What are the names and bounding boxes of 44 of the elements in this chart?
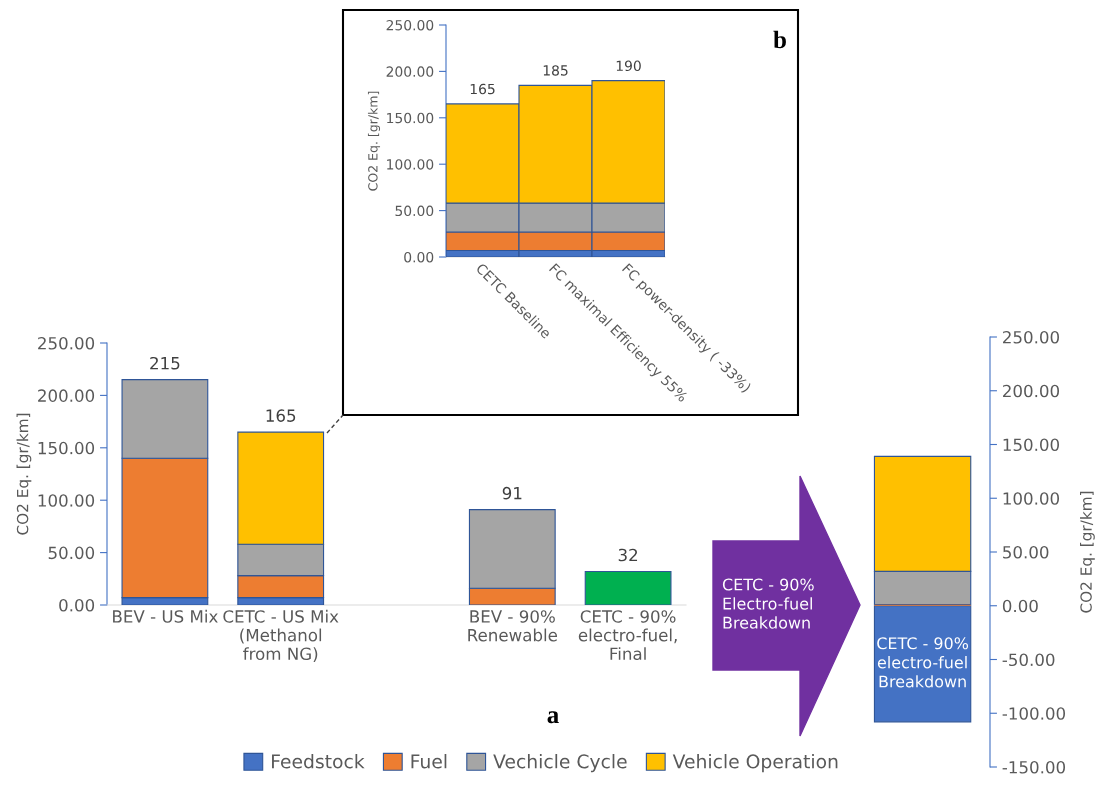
y-tick-label: 250.00 bbox=[386, 19, 434, 31]
total-label: 215 bbox=[150, 356, 180, 370]
y-tick-label: 250.00 bbox=[1003, 330, 1060, 344]
total-label: 32 bbox=[618, 548, 638, 562]
x-tick-label: BEV - US Mix bbox=[113, 609, 218, 623]
y-tick-label: 200.00 bbox=[1003, 384, 1060, 398]
y-tick-label: 150.00 bbox=[387, 112, 434, 124]
y-tick-label: 0.00 bbox=[404, 251, 434, 263]
y-tick-label: -100.00 bbox=[1002, 707, 1066, 720]
y-tick-label: 50.00 bbox=[395, 205, 434, 217]
annotation: CETC - 90% electro-fuel Breakdown bbox=[877, 637, 969, 688]
total-label: 190 bbox=[616, 60, 641, 72]
text: b bbox=[773, 30, 786, 49]
total-label: 185 bbox=[543, 65, 568, 76]
y-tick-label: -50.00 bbox=[1002, 653, 1055, 667]
y-tick-label: 150.00 bbox=[38, 441, 95, 455]
legend-label: Feedstock bbox=[272, 753, 365, 769]
y-tick-label: 100.00 bbox=[38, 494, 95, 507]
total-label: 165 bbox=[470, 83, 495, 95]
y-tick-label: 100.00 bbox=[387, 159, 434, 170]
x-tick-label: CETC - US Mix (Methanol from NG) bbox=[223, 609, 339, 663]
text: CETC - 90% Electro-fuel Breakdown bbox=[722, 578, 814, 629]
y-axis-title: CO2 Eq. [gr/km] bbox=[16, 413, 32, 535]
y-tick-label: 200.00 bbox=[38, 389, 95, 402]
y-tick-label: 150.00 bbox=[1003, 438, 1060, 452]
total-label: 165 bbox=[266, 409, 296, 422]
bar bbox=[584, 570, 672, 605]
y-axis-title: CO2 Eq. [gr/km] bbox=[1080, 491, 1095, 613]
y-tick-label: 50.00 bbox=[1003, 545, 1049, 559]
y-tick-label: 100.00 bbox=[1003, 492, 1060, 505]
y-tick-label: 0.00 bbox=[1002, 599, 1038, 613]
legend-label: Fuel bbox=[411, 753, 447, 769]
y-tick-label: 0.00 bbox=[59, 598, 95, 612]
legend-label: Vechicle Cycle bbox=[493, 753, 627, 773]
total-label: 91 bbox=[502, 486, 522, 500]
y-tick-label: 50.00 bbox=[48, 546, 95, 560]
y-tick-label: 200.00 bbox=[386, 66, 434, 77]
x-tick-label: CETC - 90% electro-fuel, Final bbox=[578, 610, 677, 661]
y-tick-label: -150.00 bbox=[1002, 760, 1066, 774]
y-tick-label: 250.00 bbox=[38, 336, 95, 350]
x-tick-label: BEV - 90% Renewable bbox=[468, 610, 558, 642]
legend-label: Vehicle Operation bbox=[672, 753, 838, 773]
y-axis-title: CO2 Eq. [gr/km] bbox=[367, 91, 381, 191]
text: a bbox=[547, 711, 559, 724]
